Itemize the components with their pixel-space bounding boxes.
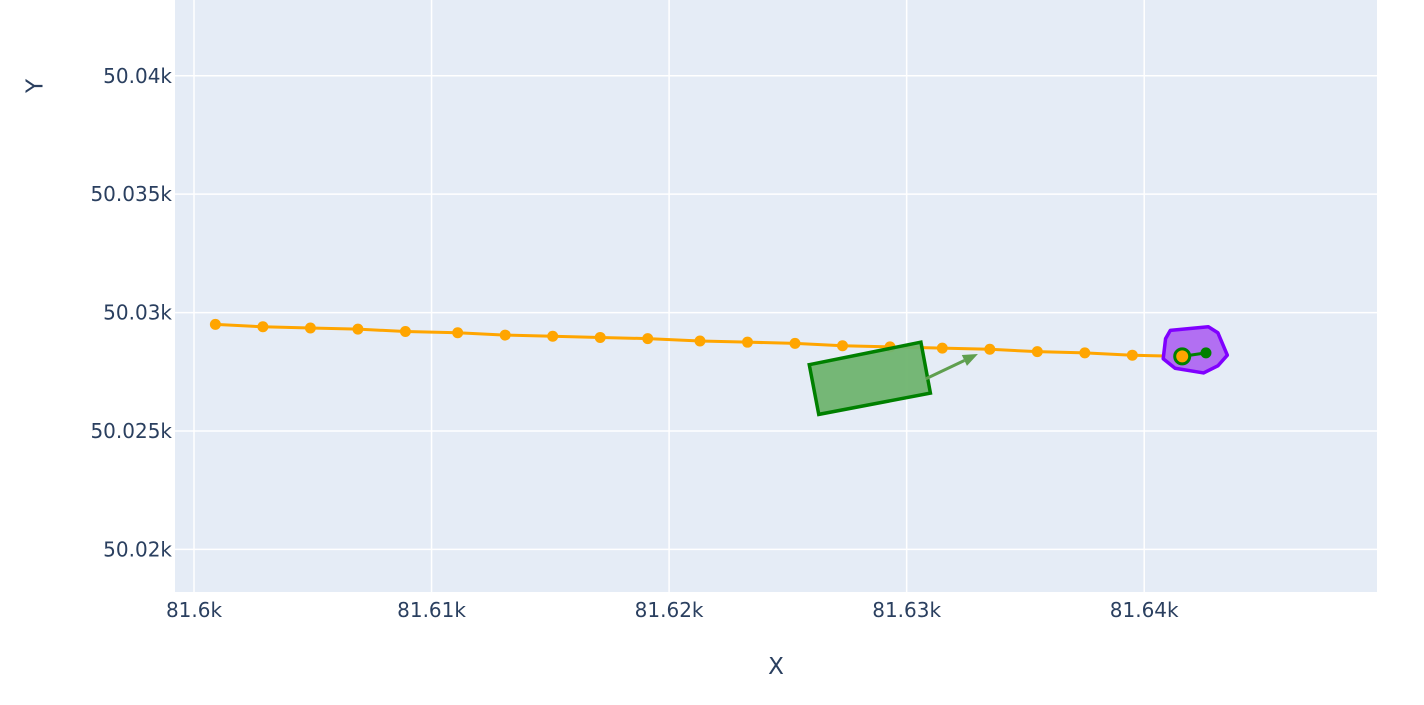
heading-arrow-head bbox=[961, 354, 978, 366]
trajectory-point bbox=[304, 322, 316, 334]
x-axis-title: X bbox=[768, 654, 784, 680]
x-tick-label: 81.63k bbox=[872, 598, 941, 622]
trajectory-point bbox=[399, 326, 411, 338]
trajectory-point bbox=[936, 342, 948, 354]
goal-point bbox=[1200, 347, 1212, 359]
trajectory-point bbox=[594, 331, 606, 343]
x-tick-label: 81.64k bbox=[1110, 598, 1179, 622]
y-tick-label: 50.025k bbox=[90, 419, 172, 443]
trajectory-point bbox=[741, 336, 753, 348]
goal-region bbox=[1161, 325, 1230, 375]
trajectory-point bbox=[352, 323, 364, 335]
grid-lines bbox=[175, 0, 1377, 592]
trajectory-point bbox=[789, 337, 801, 349]
chart-marks bbox=[209, 318, 1230, 417]
y-tick-label: 50.02k bbox=[103, 537, 172, 561]
y-tick-label: 50.03k bbox=[103, 301, 172, 325]
trajectory-point bbox=[452, 327, 464, 339]
trajectory-point bbox=[1031, 346, 1043, 358]
tick-labels: 81.6k 81.61k 81.62k 81.63k 81.64k 50.02k 50.02… bbox=[90, 64, 1179, 622]
plot-background bbox=[175, 0, 1377, 592]
vehicle-box bbox=[807, 340, 933, 417]
trajectory-point bbox=[984, 343, 996, 355]
trajectory-point bbox=[837, 340, 849, 352]
trajectory-point bbox=[499, 329, 511, 341]
y-axis-title: Y bbox=[23, 78, 49, 94]
trajectory-point bbox=[257, 321, 269, 333]
x-tick-label: 81.62k bbox=[635, 598, 704, 622]
trajectory-point bbox=[547, 330, 559, 342]
y-tick-label: 50.035k bbox=[90, 182, 172, 206]
trajectory-point bbox=[1126, 349, 1138, 361]
current-position-marker bbox=[1173, 347, 1192, 366]
heading-arrow-shaft bbox=[925, 359, 966, 381]
x-tick-label: 81.61k bbox=[397, 598, 466, 622]
trajectory-point bbox=[209, 318, 221, 330]
trajectory-point bbox=[642, 333, 654, 345]
trajectory-point bbox=[1079, 347, 1091, 359]
y-tick-label: 50.04k bbox=[103, 64, 172, 88]
x-tick-label: 81.6k bbox=[166, 598, 223, 622]
trajectory-point bbox=[694, 335, 706, 347]
